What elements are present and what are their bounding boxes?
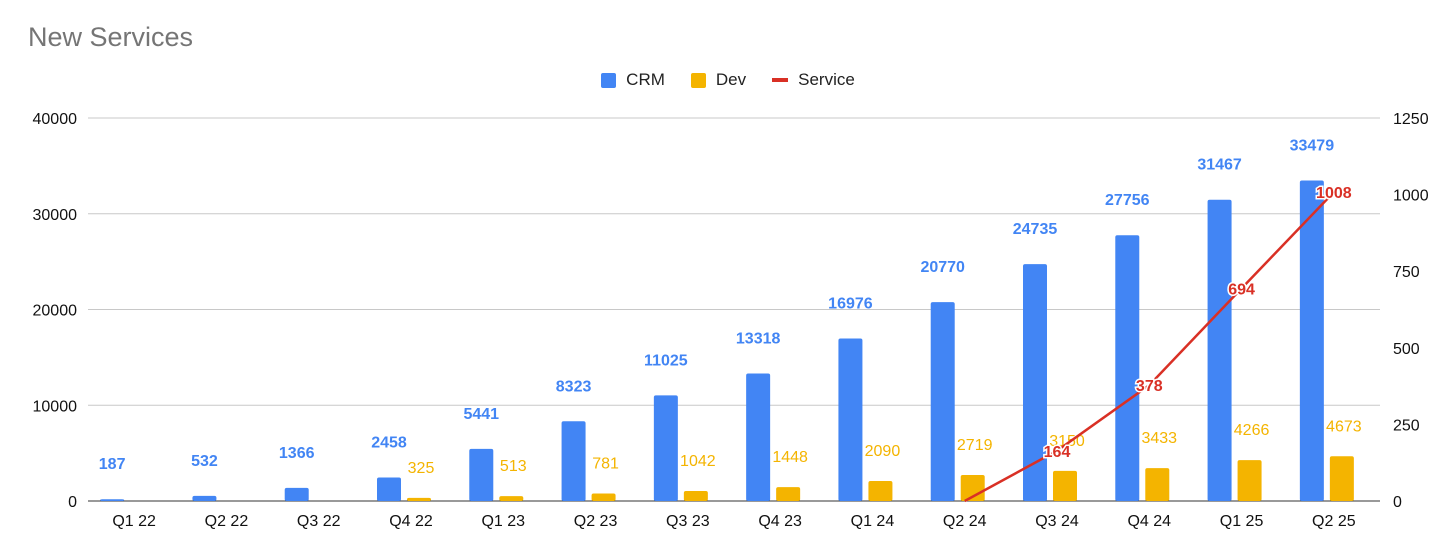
- data-label-dev: 2090: [865, 443, 901, 460]
- bar-dev: [1053, 470, 1077, 501]
- x-tick-label: Q1 22: [112, 513, 156, 530]
- bar-crm: [1115, 235, 1140, 501]
- bar-dev: [591, 493, 616, 501]
- bar-dev: [499, 496, 524, 501]
- data-label-crm: 187: [99, 456, 126, 473]
- legend-label-crm: CRM: [626, 70, 665, 89]
- x-tick-label: Q3 24: [1035, 513, 1079, 530]
- data-label-dev: 513: [500, 458, 527, 475]
- data-label-crm: 2458: [371, 434, 407, 451]
- bar-crm: [100, 499, 125, 501]
- y-tick-left: 0: [68, 494, 77, 511]
- bar-crm: [469, 448, 494, 501]
- data-label-crm: 31467: [1197, 157, 1242, 174]
- x-tick-label: Q4 23: [758, 513, 802, 530]
- x-tick-label: Q1 25: [1220, 513, 1264, 530]
- bar-crm: [746, 373, 771, 501]
- y-tick-right: 1250: [1393, 111, 1429, 128]
- y-tick-left: 20000: [33, 303, 78, 320]
- data-label-service: 164: [1044, 444, 1071, 461]
- data-label-crm: 532: [191, 453, 218, 470]
- y-tick-right: 750: [1393, 264, 1420, 281]
- y-tick-left: 30000: [33, 207, 78, 224]
- data-label-crm: 27756: [1105, 192, 1150, 209]
- bar-crm: [838, 338, 863, 501]
- x-tick-label: Q2 25: [1312, 513, 1356, 530]
- bar-crm: [653, 395, 678, 501]
- y-tick-right: 500: [1393, 341, 1420, 358]
- data-label-crm: 33479: [1290, 137, 1335, 154]
- x-tick-label: Q3 23: [666, 513, 710, 530]
- legend-swatch-dev: [690, 72, 706, 88]
- bar-dev: [1237, 460, 1262, 501]
- legend-item-service[interactable]: Service: [772, 70, 855, 90]
- legend-swatch-service: [772, 78, 789, 82]
- bar-crm: [377, 477, 401, 501]
- data-label-dev: 2719: [957, 437, 993, 454]
- legend: CRM Dev Service: [0, 70, 1456, 90]
- data-label-crm: 16976: [828, 295, 873, 312]
- bar-dev: [1145, 468, 1170, 501]
- data-label-service: 378: [1136, 378, 1163, 395]
- legend-label-dev: Dev: [715, 70, 747, 89]
- data-label-crm: 5441: [463, 406, 499, 423]
- bar-dev: [683, 491, 708, 501]
- data-label-crm: 13318: [736, 330, 781, 347]
- y-tick-right: 1000: [1393, 188, 1429, 205]
- data-label-dev: 781: [592, 456, 619, 473]
- data-label-crm: 20770: [920, 259, 965, 276]
- data-label-dev: 325: [408, 460, 435, 477]
- bar-crm: [1023, 264, 1047, 501]
- bar-crm: [284, 487, 309, 501]
- data-label-service: 694: [1228, 281, 1255, 298]
- data-label-crm: 1366: [279, 445, 315, 462]
- data-label-crm: 24735: [1013, 221, 1058, 238]
- y-tick-left: 40000: [33, 111, 78, 128]
- x-tick-label: Q4 22: [389, 513, 433, 530]
- x-tick-label: Q2 24: [943, 513, 987, 530]
- data-label-service: 1008: [1316, 185, 1352, 202]
- data-label-dev: 1042: [680, 453, 716, 470]
- x-tick-label: Q2 23: [574, 513, 618, 530]
- y-tick-left: 10000: [33, 398, 78, 415]
- x-tick-label: Q1 23: [481, 513, 525, 530]
- bar-crm: [192, 495, 217, 501]
- data-label-dev: 1448: [772, 449, 808, 466]
- legend-label-service: Service: [798, 70, 855, 89]
- bar-crm: [1299, 180, 1324, 501]
- data-label-dev: 3433: [1141, 430, 1177, 447]
- x-tick-label: Q3 22: [297, 513, 341, 530]
- data-label-dev: 4673: [1326, 418, 1362, 435]
- x-tick-label: Q4 24: [1127, 513, 1171, 530]
- data-label-crm: 8323: [556, 378, 592, 395]
- data-label-crm: 11025: [644, 352, 688, 369]
- legend-item-crm[interactable]: CRM: [601, 70, 665, 90]
- legend-item-dev[interactable]: Dev: [690, 70, 747, 90]
- x-tick-label: Q1 24: [851, 513, 895, 530]
- legend-swatch-crm: [601, 72, 617, 88]
- bar-dev: [407, 497, 431, 501]
- bar-dev: [1329, 456, 1354, 501]
- chart-title: New Services: [28, 22, 194, 52]
- y-tick-right: 0: [1393, 494, 1402, 511]
- data-label-dev: 4266: [1234, 422, 1270, 439]
- bar-crm: [1207, 199, 1232, 501]
- bar-dev: [776, 487, 801, 501]
- bar-dev: [868, 480, 893, 501]
- y-tick-right: 250: [1393, 417, 1420, 434]
- bar-crm: [561, 421, 586, 501]
- x-tick-label: Q2 22: [205, 513, 249, 530]
- bar-crm: [930, 302, 955, 501]
- line-service: [964, 191, 1335, 503]
